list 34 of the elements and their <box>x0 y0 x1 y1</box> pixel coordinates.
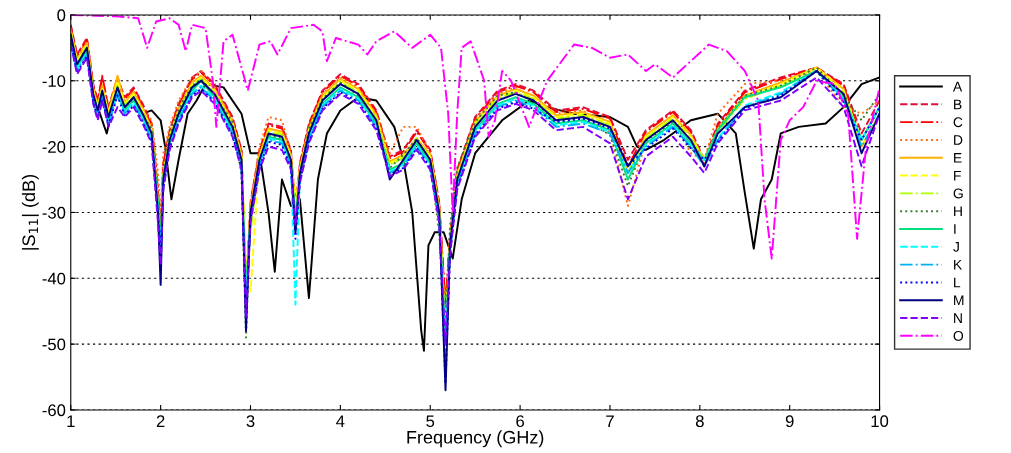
legend-label: K <box>954 259 963 270</box>
y-axis-title: |S$_{11}$| (dB) <box>21 175 39 250</box>
y-tick-label: -30 <box>42 206 66 219</box>
y-tick-label: -20 <box>42 141 66 153</box>
y-tick-label: -60 <box>42 404 66 417</box>
legend-label: A <box>952 81 963 92</box>
legend-label: J <box>953 242 959 252</box>
x-tick-label: 9 <box>785 415 794 428</box>
x-tick-label: 4 <box>336 415 345 427</box>
legend-label: O <box>953 331 964 341</box>
legend-label: H <box>954 206 962 217</box>
legend-label: F <box>954 170 961 181</box>
x-axis-title: Frequency (GHz) <box>407 430 544 448</box>
legend-label: I <box>954 224 956 234</box>
legend-label: N <box>954 313 962 323</box>
y-tick-label: -50 <box>42 338 66 351</box>
legend-label: L <box>954 277 961 288</box>
y-tick-label: 0 <box>57 9 66 22</box>
x-tick-label: 1 <box>67 415 75 427</box>
legend-label: B <box>954 99 962 110</box>
x-tick-label: 3 <box>246 415 255 428</box>
y-tick-label: -40 <box>42 272 66 285</box>
x-tick-label: 6 <box>516 415 525 428</box>
legend-label: M <box>954 295 964 306</box>
x-tick-label: 2 <box>156 415 165 427</box>
legend-label: D <box>954 135 963 145</box>
x-tick-label: 8 <box>695 415 704 428</box>
y-tick-label: -10 <box>42 75 66 87</box>
x-tick-label: 10 <box>871 415 889 428</box>
x-tick-label: 7 <box>606 415 614 427</box>
legend-label: G <box>953 188 963 199</box>
legend-label: C <box>953 117 963 128</box>
legend-label: E <box>954 153 962 163</box>
x-tick-label: 5 <box>426 415 435 428</box>
